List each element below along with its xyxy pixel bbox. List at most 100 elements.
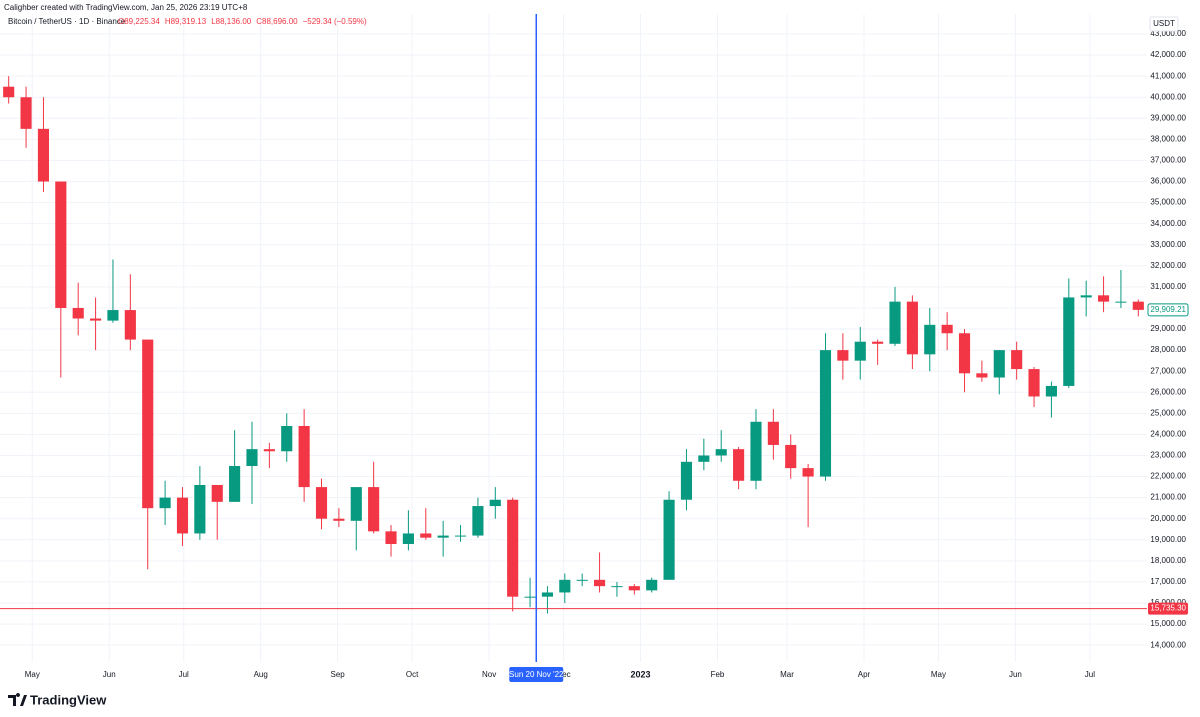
candle-body [437,535,449,538]
candle-body [802,468,814,477]
candle-body [55,181,67,308]
candle-body [733,449,745,481]
y-tick-label: 32,000.00 [1150,261,1186,270]
candle-body [472,506,484,536]
credit: Calighber created with TradingView.com, … [4,3,248,12]
candle-body [194,484,206,534]
y-tick-label: 14,000.00 [1150,640,1186,649]
candle-body [3,86,15,98]
ohlc-value: C88,696.00 [256,17,298,26]
x-tick-label: Nov [482,670,496,679]
candle-body [315,487,328,519]
candle-body [1115,301,1127,303]
candle-body [1097,295,1110,302]
candle-body [750,421,762,481]
y-tick-label: 43,000.00 [1150,29,1186,38]
candle-body [402,533,414,544]
candle-body [958,333,971,374]
candle-body [889,301,901,344]
candle-body [941,324,953,334]
y-tick-label: 29,000.00 [1150,324,1186,333]
x-tick-label: May [931,670,946,679]
candle-body [976,373,988,378]
y-tick-label: 23,000.00 [1150,451,1186,460]
y-tick-label: 27,000.00 [1150,366,1186,375]
x-tick-label: Sep [331,670,346,679]
axes: 14,000.0015,000.0016,000.0017,000.0018,0… [0,29,1200,690]
x-tick-label: Dec [556,670,570,679]
candle-body [628,586,640,591]
candle-body [872,341,884,344]
brand: TradingView [30,692,107,707]
y-tick-label: 26,000.00 [1150,387,1186,396]
y-tick-label: 33,000.00 [1150,240,1186,249]
currency: USDT [1153,19,1175,28]
candle-body [837,350,849,361]
y-tick-label: 38,000.00 [1150,134,1186,143]
candle-body [698,455,710,462]
crosshair-label: Sun 20 Nov '22 [509,670,564,679]
y-tick-label: 37,000.00 [1150,156,1186,165]
y-tick-label: 31,000.00 [1150,282,1186,291]
candle-body [72,307,84,319]
x-tick-label: Feb [711,670,725,679]
candle-body [906,301,918,355]
last-price-label: 29,909.21 [1150,305,1186,314]
y-tick-label: 40,000.00 [1150,92,1186,101]
candle-body [594,579,606,587]
candle-body [767,421,779,445]
candle-body [489,499,501,507]
candle-body [1028,369,1040,397]
y-tick-label: 35,000.00 [1150,198,1186,207]
candle-body [715,449,727,456]
price-line-label: 15,735.30 [1150,604,1186,613]
candle-body [90,318,102,321]
ohlc-value: O89,225.34 [118,17,160,26]
grid [0,14,1147,662]
candle-body [124,310,136,340]
y-tick-label: 28,000.00 [1150,345,1186,354]
price-line-tag [1148,602,1188,615]
y-tick-label: 19,000.00 [1150,535,1186,544]
y-tick-label: 20,000.00 [1150,514,1186,523]
candle-body [1132,301,1144,310]
candle-body [176,497,189,534]
x-tick-label: 2023 [631,669,651,679]
x-tick-label: Jun [103,670,116,679]
x-tick-label: Jul [1085,670,1095,679]
candle-body [107,310,119,321]
y-tick-label: 41,000.00 [1150,71,1186,80]
x-tick-label: Mar [780,670,794,679]
currency-box [1149,16,1179,32]
y-tick-label: 18,000.00 [1150,556,1186,565]
y-tick-label: 22,000.00 [1150,472,1186,481]
candle-body [993,350,1005,378]
candle-body [142,339,154,509]
candle-body [350,487,362,521]
price-axis [1147,0,1200,690]
x-tick-label: Jul [179,670,189,679]
candle-body [20,97,32,129]
candle-body [680,461,693,500]
candle-body [211,484,223,502]
candle-body [924,324,936,355]
y-tick-label: 39,000.00 [1150,113,1186,122]
candle-body [420,533,432,538]
candle-body [576,579,588,581]
candle-body [1063,297,1075,386]
ohlc-value: L88,136.00 [211,17,252,26]
candle-body [819,350,832,477]
ohlc-value: H89,319.13 [165,17,207,26]
plot [3,76,1144,614]
y-tick-label: 36,000.00 [1150,177,1186,186]
candle-body [333,518,345,521]
candle-body [229,466,241,502]
candle-body [785,444,797,469]
candle-body [524,596,536,598]
candle-body [559,579,571,593]
candle-body [298,425,310,488]
logo-mark [8,693,27,706]
time-axis [0,662,1200,690]
